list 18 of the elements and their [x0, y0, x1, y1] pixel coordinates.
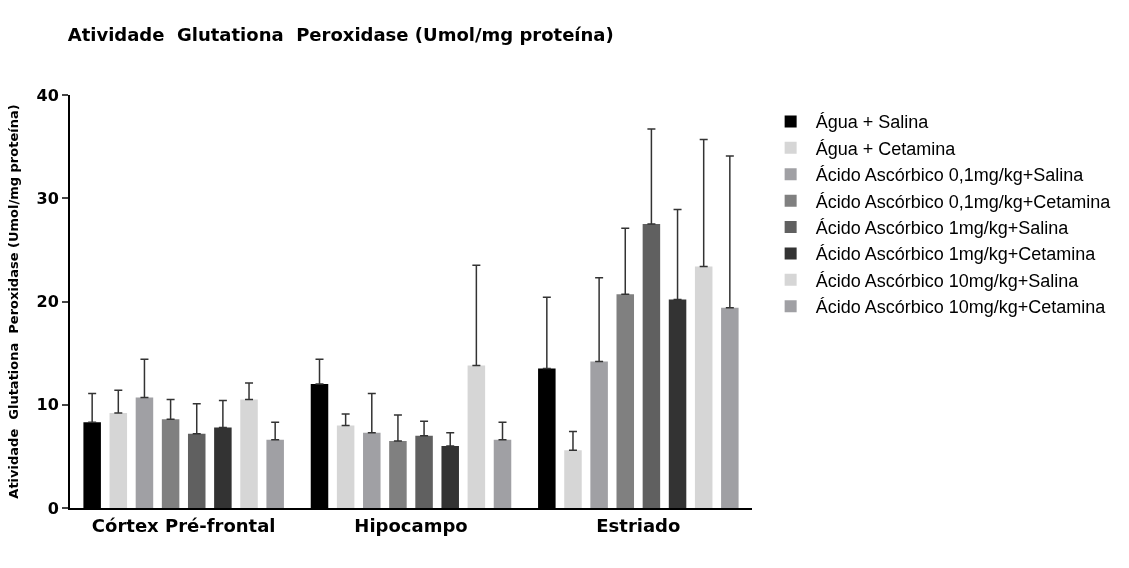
- x-tick-label: Hipocampo: [354, 514, 468, 536]
- y-tick-label: 0: [47, 498, 59, 518]
- legend-label: Ácido Ascórbico 0,1mg/kg+Salina: [815, 165, 1085, 186]
- x-tick-label: Estriado: [596, 514, 681, 536]
- legend-label: Ácido Ascórbico 10mg/kg+Cetamina: [815, 297, 1107, 318]
- y-tick-label: 40: [36, 85, 59, 105]
- legend-label: Ácido Ascórbico 0,1mg/kg+Cetamina: [815, 191, 1112, 212]
- legend-label: Água + Salina: [815, 112, 930, 133]
- y-axis-title: Atividade Glutationa Peroxidase (Umol/mg proteína): [5, 104, 21, 499]
- y-tick-label: 20: [36, 292, 59, 312]
- y-tick-label: 30: [36, 188, 59, 208]
- legend-label: Ácido Ascórbico 1mg/kg+Cetamina: [815, 244, 1097, 265]
- legend-label: Água + Cetamina: [815, 138, 957, 159]
- chart-title: Atividade Glutationa Peroxidase (Umol/mg proteína): [67, 24, 614, 45]
- legend-label: Ácido Ascórbico 10mg/kg+Salina: [815, 270, 1080, 291]
- x-tick-label: Córtex Pré-frontal: [91, 514, 276, 536]
- legend-label: Ácido Ascórbico 1mg/kg+Salina: [815, 218, 1070, 239]
- y-tick-label: 10: [36, 395, 59, 415]
